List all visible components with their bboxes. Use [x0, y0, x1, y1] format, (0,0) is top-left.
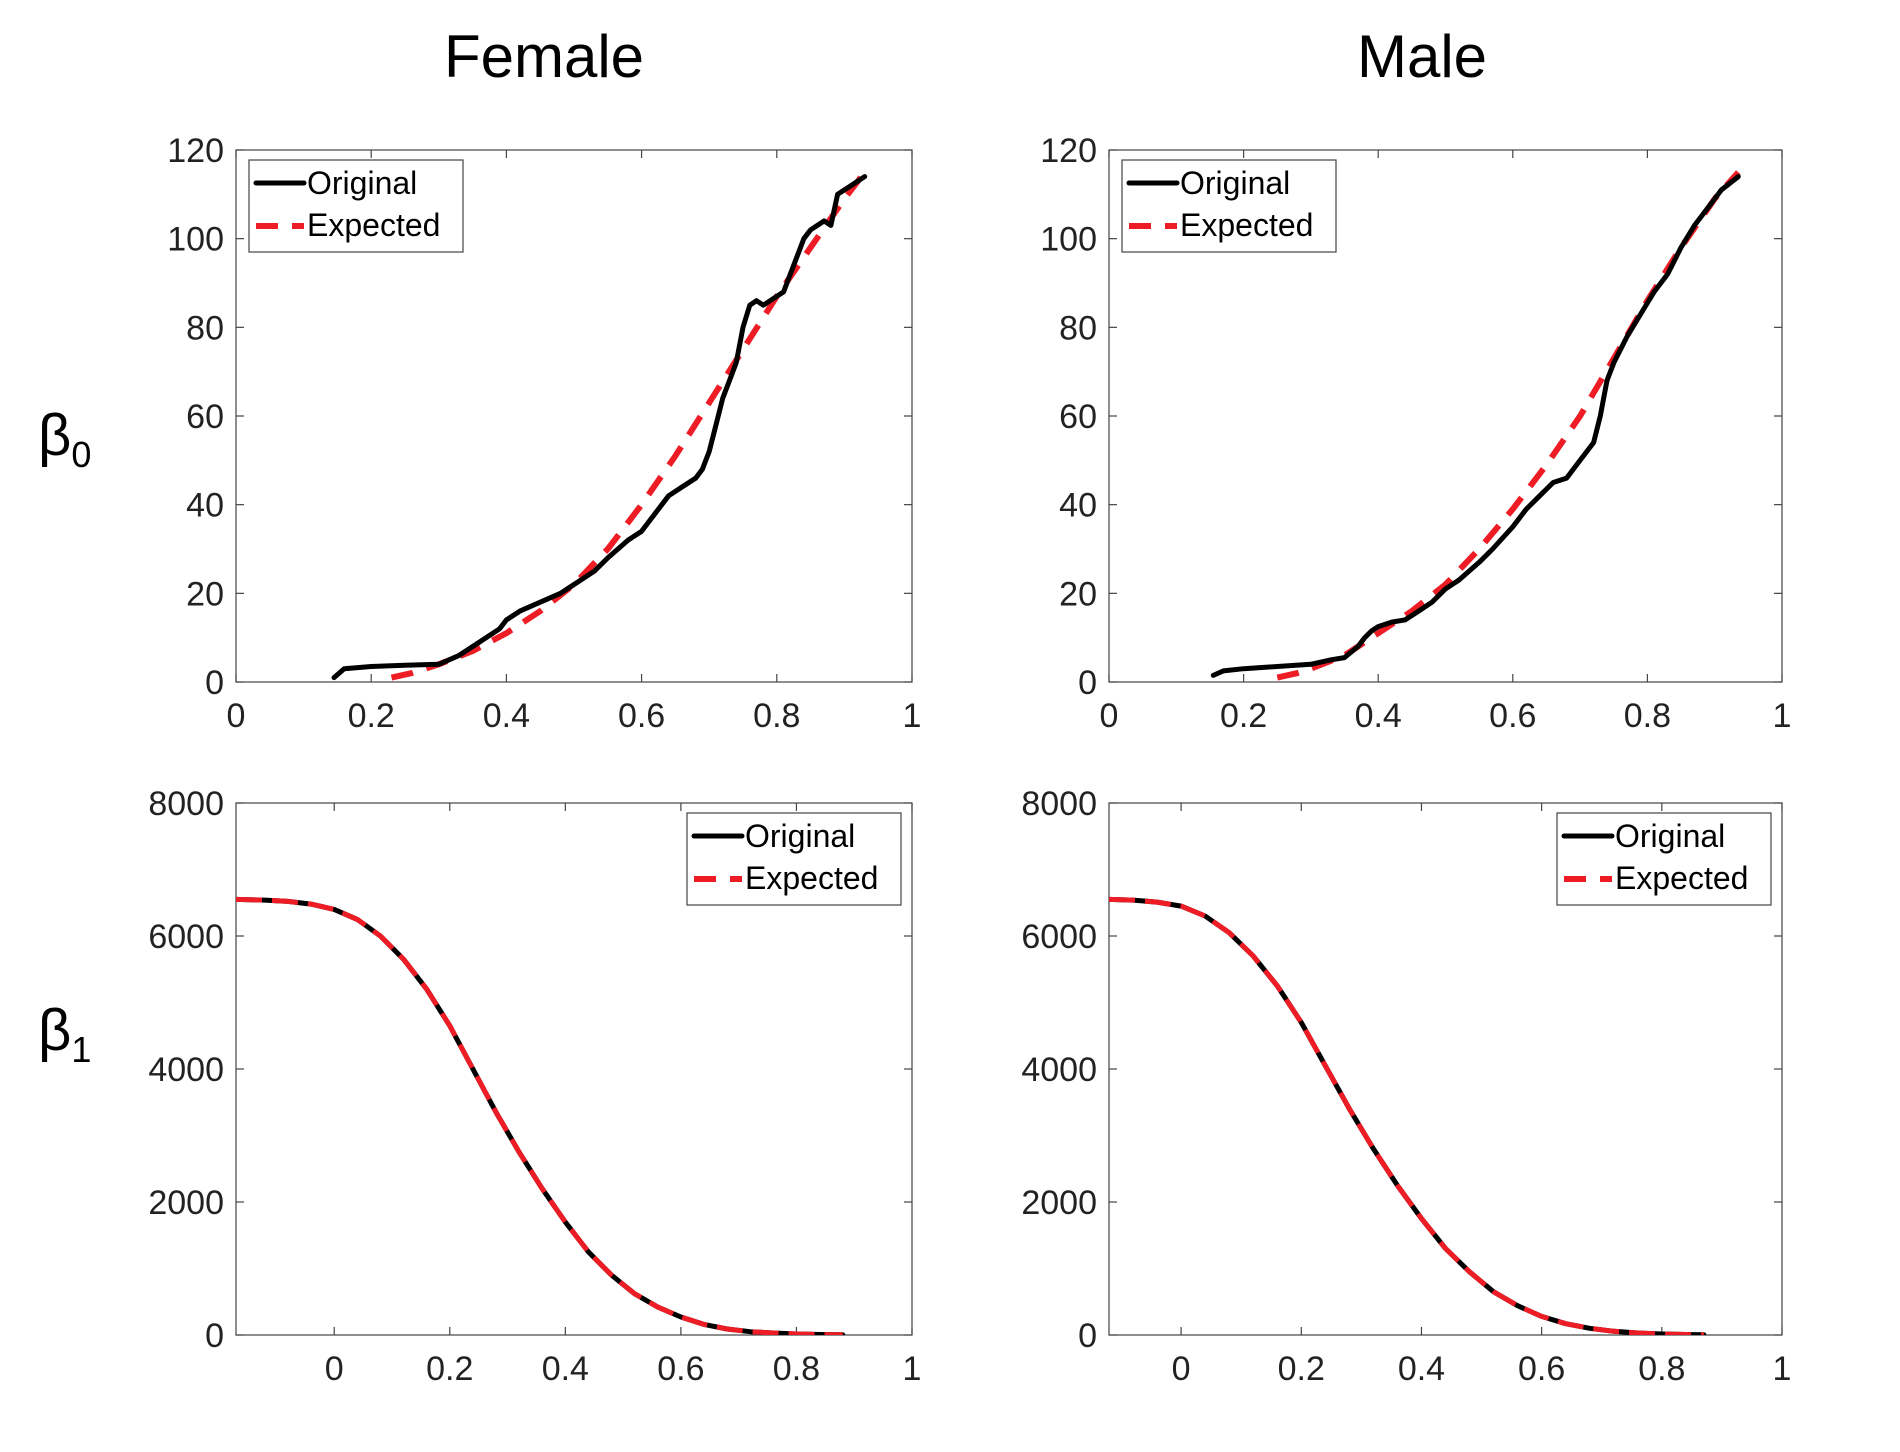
x-tick-label: 0.2	[426, 1350, 473, 1388]
chart-beta1-male: 0 2000 4000 6000 8000 0 0.2 0.4 0.6 0.8 1 Original E…	[1021, 785, 1791, 1388]
legend-label-original: Original	[1615, 818, 1725, 854]
y-tick-label: 100	[167, 221, 224, 259]
x-tick-label: 0.8	[773, 1350, 820, 1388]
x-tick-label: 0.6	[618, 697, 665, 735]
y-tick-label: 0	[1078, 1317, 1097, 1355]
legend-label-expected: Expected	[745, 860, 878, 896]
x-tick-label: 1	[903, 1350, 922, 1388]
x-tick-label: 0	[1172, 1350, 1191, 1388]
x-tick-label: 0.6	[657, 1350, 704, 1388]
legend-box	[1121, 159, 1337, 253]
legend-label-expected: Expected	[1615, 860, 1748, 896]
y-tick-label: 60	[1059, 398, 1097, 436]
legend-box	[1556, 812, 1772, 906]
x-tick-label: 0.8	[1624, 697, 1671, 735]
y-tick-label: 40	[1059, 487, 1097, 525]
series-original-line	[331, 174, 868, 681]
x-tick-label: 0	[1100, 697, 1119, 735]
y-tick-label: 4000	[1021, 1051, 1097, 1089]
y-tick-label: 80	[1059, 309, 1097, 347]
y-tick-label: 8000	[1021, 785, 1097, 823]
legend-box	[686, 812, 902, 906]
legend-label-original: Original	[307, 165, 417, 201]
x-tick-label: 0.6	[1489, 697, 1536, 735]
y-tick-label: 0	[1078, 664, 1097, 702]
x-tick-label: 0.4	[1355, 697, 1402, 735]
chart-beta0-female: 0 20 40 60 80 100 120 0 0.2 0.4 0.6 0.8 1 Original Exp…	[167, 132, 921, 735]
x-tick-label: 1	[1773, 1350, 1792, 1388]
y-tick-label: 2000	[1021, 1184, 1097, 1222]
x-tick-label: 0.2	[348, 697, 395, 735]
y-tick-label: 100	[1040, 221, 1097, 259]
y-tick-label: 2000	[148, 1184, 224, 1222]
y-tick-label: 6000	[148, 918, 224, 956]
y-tick-label: 120	[1040, 132, 1097, 170]
series-expected-line	[236, 896, 843, 1335]
column-title-female: Female	[444, 23, 644, 90]
x-tick-label: 0	[325, 1350, 344, 1388]
y-tick-label: 0	[205, 1317, 224, 1355]
series-original-line	[1109, 896, 1707, 1335]
x-tick-label: 0.2	[1220, 697, 1267, 735]
series-expected-line	[1109, 896, 1704, 1335]
legend: Original Expected	[1121, 159, 1337, 253]
column-title-male: Male	[1357, 23, 1487, 90]
chart-beta1-female: 0 2000 4000 6000 8000 0 0.2 0.4 0.6 0.8 1 Original E…	[148, 785, 921, 1388]
legend-label-expected: Expected	[307, 207, 440, 243]
y-tick-label: 60	[186, 398, 224, 436]
x-tick-label: 0.2	[1278, 1350, 1325, 1388]
chart-beta0-male: 0 20 40 60 80 100 120 0 0.2 0.4 0.6 0.8 1 Original Exp…	[1040, 132, 1791, 735]
y-tick-label: 80	[186, 309, 224, 347]
x-tick-label: 0.4	[1398, 1350, 1445, 1388]
x-tick-label: 0.6	[1518, 1350, 1565, 1388]
series-original-line	[1210, 174, 1741, 678]
row-label-beta1: β1	[38, 998, 91, 1070]
x-tick-label: 0.8	[1638, 1350, 1685, 1388]
legend: Original Expected	[686, 812, 902, 906]
series-original-line	[236, 896, 846, 1335]
legend-label-expected: Expected	[1180, 207, 1313, 243]
series-expected-line	[1276, 170, 1741, 681]
legend: Original Expected	[1556, 812, 1772, 906]
y-tick-label: 20	[186, 575, 224, 613]
y-tick-label: 120	[167, 132, 224, 170]
x-tick-label: 1	[1773, 697, 1792, 735]
x-tick-label: 0.4	[542, 1350, 589, 1388]
y-tick-label: 20	[1059, 575, 1097, 613]
x-tick-label: 1	[903, 697, 922, 735]
x-tick-label: 0.4	[483, 697, 530, 735]
legend-label-original: Original	[1180, 165, 1290, 201]
legend: Original Expected	[248, 159, 464, 253]
y-tick-label: 0	[205, 664, 224, 702]
y-tick-label: 8000	[148, 785, 224, 823]
legend-box	[248, 159, 464, 253]
x-tick-label: 0.8	[753, 697, 800, 735]
row-label-beta0: β0	[38, 403, 91, 475]
y-tick-label: 40	[186, 487, 224, 525]
legend-label-original: Original	[745, 818, 855, 854]
y-tick-label: 4000	[148, 1051, 224, 1089]
y-tick-label: 6000	[1021, 918, 1097, 956]
x-tick-label: 0	[227, 697, 246, 735]
